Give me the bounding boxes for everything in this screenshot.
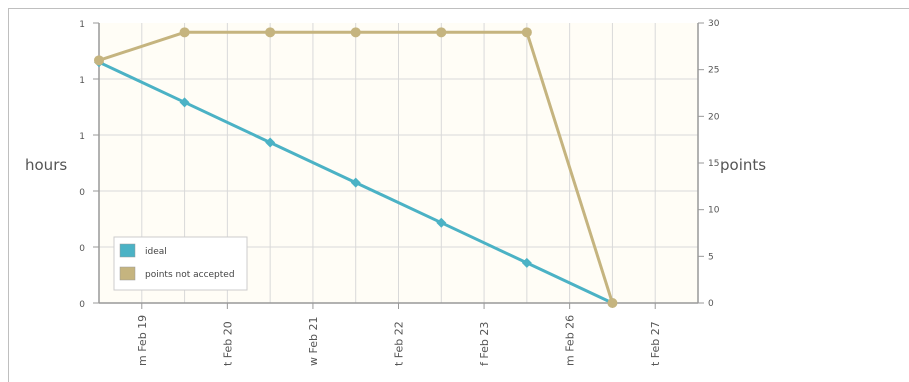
y-tick-label-right: 5 <box>708 252 714 262</box>
data-point-points-not-accepted <box>265 27 276 38</box>
y-axis-label-left: hours <box>25 156 67 174</box>
data-point-ideal <box>265 137 276 148</box>
x-tick-label: t Feb 27 <box>649 321 662 366</box>
data-point-points-not-accepted <box>350 27 361 38</box>
legend-label-ideal: ideal <box>145 247 167 257</box>
y-tick-label-left: 1 <box>79 20 85 30</box>
x-tick-label: w Feb 21 <box>307 317 320 366</box>
y-tick-label-right: 30 <box>708 19 720 29</box>
legend-swatch-ideal <box>119 243 136 258</box>
data-point-ideal <box>521 257 532 268</box>
x-tick-label: m Feb 26 <box>564 315 577 366</box>
legend-label-points-not-accepted: points not accepted <box>145 270 235 280</box>
data-point-ideal <box>436 217 447 228</box>
y-tick-label-right: 10 <box>708 206 720 216</box>
y-tick-label-right: 25 <box>708 66 719 76</box>
x-tick-label: m Feb 19 <box>136 315 149 366</box>
y-tick-label-right: 15 <box>708 159 719 169</box>
data-point-ideal <box>179 97 190 108</box>
axes <box>93 22 704 309</box>
legend-box <box>113 236 248 291</box>
x-tick-label: t Feb 20 <box>221 321 234 366</box>
data-point-points-not-accepted <box>607 298 618 308</box>
series-layer <box>94 27 618 308</box>
chart-frame <box>8 8 909 382</box>
y-tick-label-left: 0 <box>79 300 85 310</box>
data-point-points-not-accepted <box>94 55 104 66</box>
data-point-ideal <box>350 177 361 188</box>
y-tick-label-right: 20 <box>708 112 720 122</box>
legend: ideal points not accepted <box>113 236 248 291</box>
data-point-points-not-accepted <box>179 27 190 38</box>
x-tick-label: f Feb 23 <box>478 322 491 366</box>
y-axis-label-right: points <box>720 156 766 174</box>
y-tick-label-left: 0 <box>79 244 85 254</box>
legend-swatch-points-not-accepted <box>119 266 136 281</box>
y-tick-label-left: 1 <box>79 132 85 142</box>
y-tick-label-right: 0 <box>708 299 714 309</box>
x-tick-label: t Feb 22 <box>393 321 406 366</box>
data-point-points-not-accepted <box>436 27 447 38</box>
grid <box>99 23 698 303</box>
data-point-points-not-accepted <box>521 27 532 38</box>
y-tick-label-left: 1 <box>79 76 85 86</box>
y-tick-label-left: 0 <box>79 188 85 198</box>
